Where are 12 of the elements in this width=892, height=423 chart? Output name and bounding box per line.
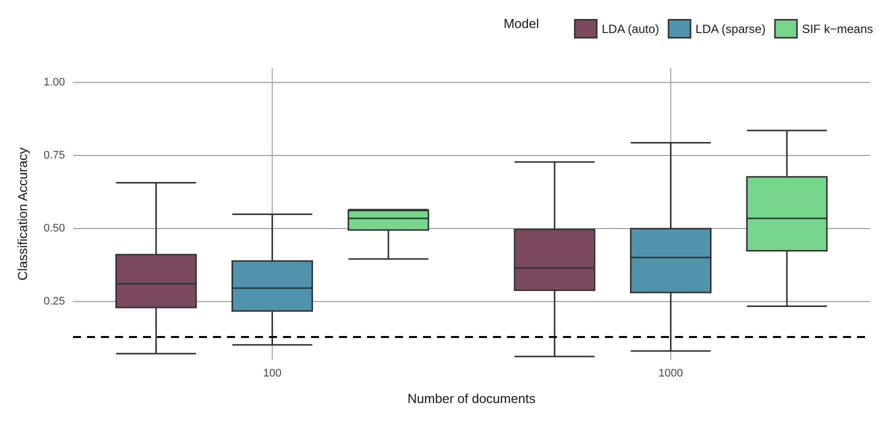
y-axis-title: Classification Accuracy	[15, 147, 30, 280]
x-axis-title: Number of documents	[408, 391, 536, 406]
y-tick-label: 0.50	[44, 222, 65, 235]
legend-label: LDA (sparse)	[696, 22, 766, 36]
x-tick-label: 1000	[658, 368, 683, 380]
y-tick-label: 0.75	[44, 150, 65, 162]
x-tick-label: 100	[263, 368, 282, 380]
legend-label: SIF k−means	[802, 22, 874, 36]
legend-title: Model	[504, 16, 540, 31]
y-tick-label: 0.25	[44, 296, 65, 308]
legend-label: LDA (auto)	[602, 22, 660, 36]
y-tick-label: 1.00	[44, 76, 65, 89]
